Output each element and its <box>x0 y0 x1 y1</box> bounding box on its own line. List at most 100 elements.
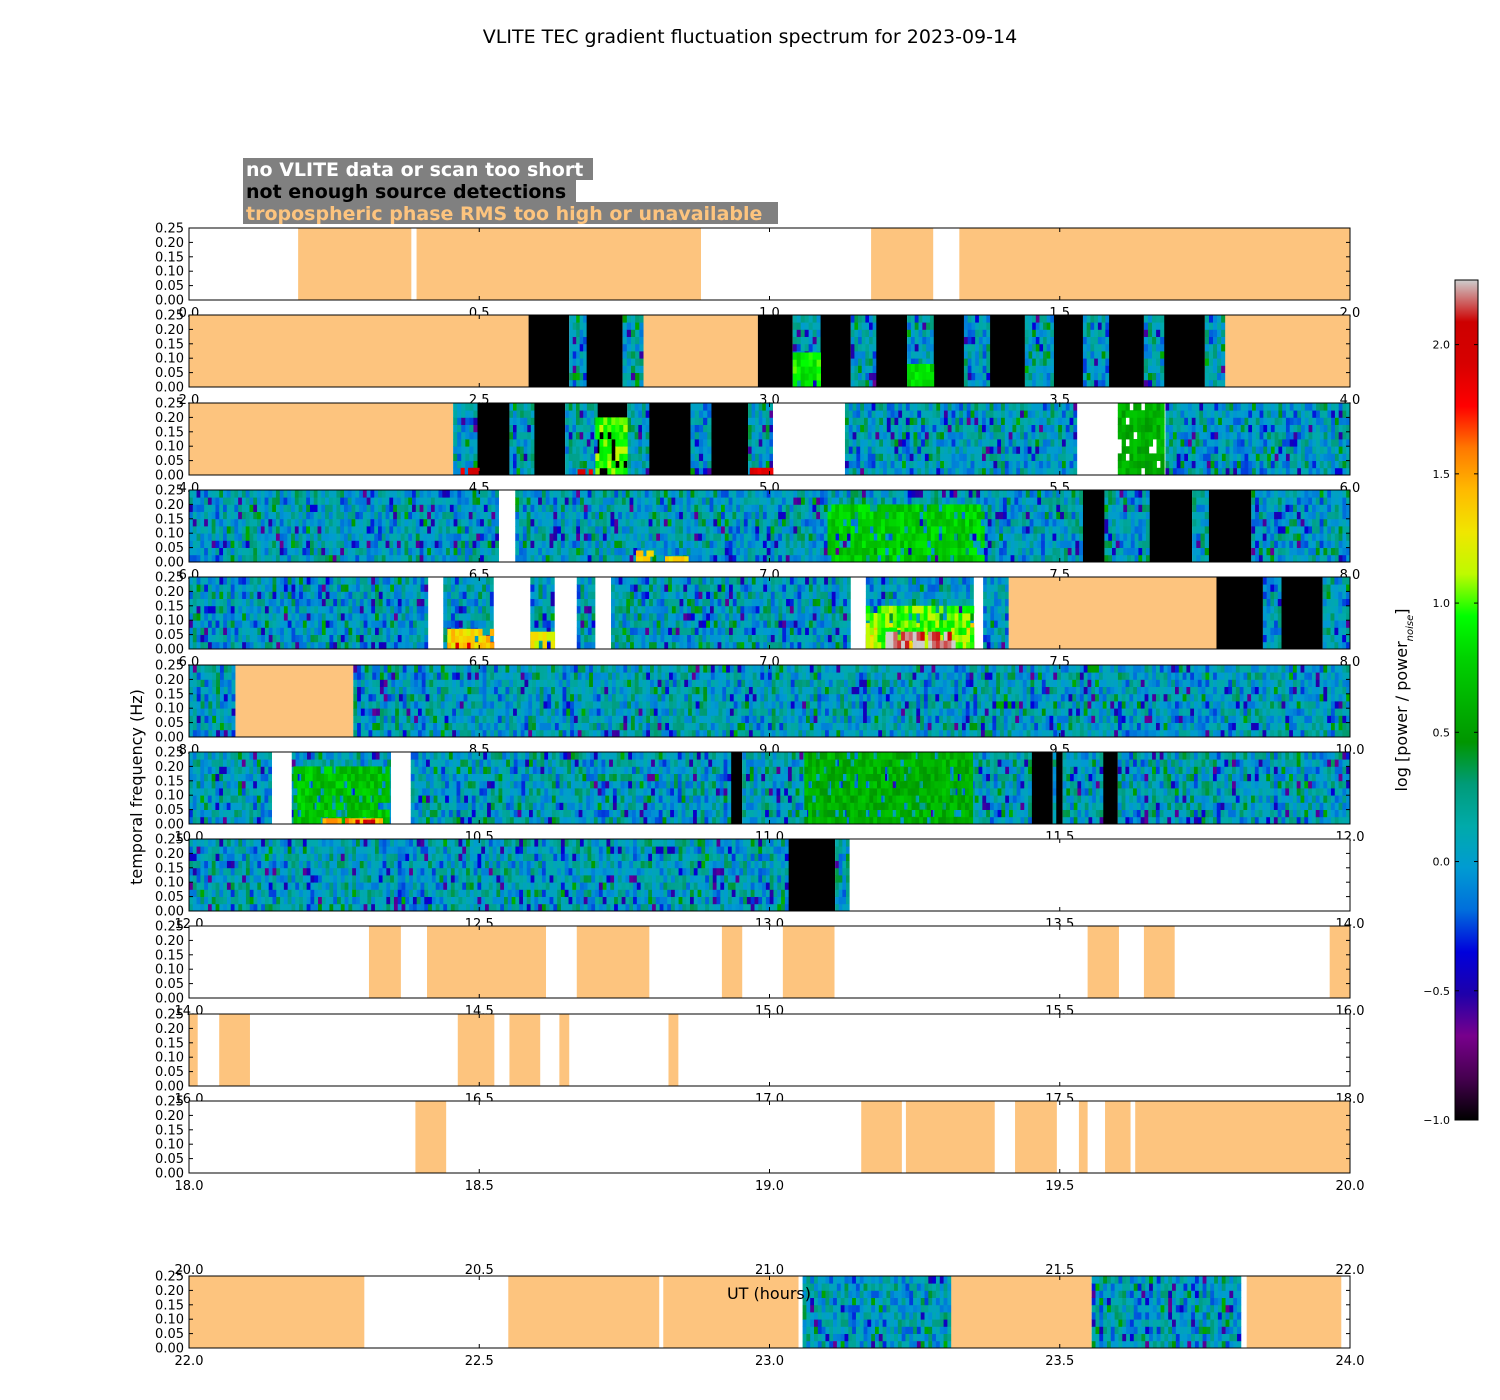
y-tick-label: 0.00 <box>155 992 184 1007</box>
y-tick-label: 0.20 <box>155 585 184 600</box>
flag-tropo-segment <box>509 1014 541 1086</box>
x-tick-label: 23.0 <box>755 1354 784 1369</box>
y-tick-label: 0.20 <box>155 673 184 688</box>
legend-entry: tropospheric phase RMS too high or unava… <box>246 203 762 225</box>
spectrum-segment <box>189 577 429 650</box>
spectrum-hotspot <box>827 504 985 563</box>
y-tick-label: 0.00 <box>155 1080 184 1095</box>
panel-4: 0.000.050.100.150.200.256.0 6.5 7.0 7.5 8.0 <box>155 484 1360 584</box>
colorbar-tick-label: 2.0 <box>1433 339 1451 352</box>
spectrum-segment <box>509 403 535 476</box>
y-tick-label: 0.10 <box>155 352 184 367</box>
spectrum-segment <box>576 577 596 650</box>
spectrum-hotspot <box>355 819 376 825</box>
x-tick-label: 21.0 <box>755 1263 784 1278</box>
y-tick-label: 0.05 <box>155 1152 184 1167</box>
flag-tropo-segment <box>1246 1276 1342 1348</box>
colorbar-label-main: log [power / power <box>1392 641 1411 792</box>
spectrum-hotspot <box>577 469 593 476</box>
y-tick-label: 0.15 <box>155 1123 184 1138</box>
spectrum-segment <box>515 490 1084 563</box>
y-tick-label: 0.15 <box>155 337 184 352</box>
panel-11: 0.000.050.100.150.200.25 18.0 18.5 19.0 19.5… <box>155 1095 1364 1195</box>
spectrum-segment <box>611 577 852 650</box>
flag-nodata-segment <box>554 577 577 649</box>
spectrum-segment <box>353 665 1351 738</box>
flag-nodet-segment <box>649 403 691 475</box>
y-tick-label: 0.20 <box>155 934 184 949</box>
spectrum-segment <box>850 315 877 388</box>
flag-nodet-segment <box>711 403 749 475</box>
y-tick-label: 0.20 <box>155 498 184 513</box>
spectrum-segment <box>189 752 273 825</box>
y-tick-label: 0.10 <box>155 1138 184 1153</box>
spectrum-segment <box>622 315 644 388</box>
flag-tropo-segment <box>1143 926 1175 998</box>
panel-background <box>189 926 1350 998</box>
y-tick-label: 0.05 <box>155 454 184 469</box>
flag-tropo-segment <box>959 228 1350 300</box>
panel-3: 0.000.050.100.150.200.254.0 4.5 5.0 5.5 6.0 <box>155 397 1360 497</box>
flag-tropo-segment <box>905 1101 995 1173</box>
flag-nodet-segment <box>757 315 793 387</box>
flag-tropo-segment <box>1078 1101 1088 1173</box>
flag-tropo-segment <box>189 403 454 475</box>
y-tick-label: 0.20 <box>155 847 184 862</box>
flag-nodet-segment <box>876 315 908 387</box>
y-tick-label: 0.00 <box>155 731 184 746</box>
flag-tropo-segment <box>416 228 701 300</box>
colorbar-tick-label: 1.0 <box>1433 597 1451 610</box>
y-tick-label: 0.00 <box>155 818 184 833</box>
y-tick-label: 0.10 <box>155 527 184 542</box>
y-tick-label: 0.25 <box>155 1270 184 1285</box>
spectrum-hotspot <box>635 550 654 563</box>
y-tick-label: 0.05 <box>155 1065 184 1080</box>
y-tick-label: 0.20 <box>155 760 184 775</box>
y-tick-label: 0.20 <box>155 411 184 426</box>
spectrum-hotspot <box>885 631 956 650</box>
spectrum-hotspot <box>447 628 495 650</box>
flag-tropo-segment <box>189 1014 198 1086</box>
spectrum-segment <box>802 1276 952 1349</box>
flag-tropo-segment <box>1008 577 1217 649</box>
y-tick-label: 0.10 <box>155 265 184 280</box>
flag-nodet-segment <box>1281 577 1323 649</box>
colorbar-gradient <box>1455 280 1478 1120</box>
x-tick-label: 22.5 <box>465 1354 494 1369</box>
colorbar-tick-label: −0.5 <box>1423 985 1450 998</box>
y-tick-label: 0.05 <box>155 279 184 294</box>
flag-tropo-segment <box>415 1101 447 1173</box>
y-tick-label: 0.05 <box>155 1327 184 1342</box>
y-tick-label: 0.00 <box>155 643 184 658</box>
spectrum-segment <box>189 839 790 912</box>
y-tick-label: 0.00 <box>155 905 184 920</box>
spectrum-segment <box>1117 752 1351 825</box>
flag-tropo-segment <box>1105 1101 1131 1173</box>
flag-nodata-segment <box>973 577 984 649</box>
spectrum-segment <box>189 665 236 738</box>
spectrum-segment <box>690 403 712 476</box>
spectrum-hotspot <box>1117 403 1165 476</box>
spectrum-hotspot <box>749 467 774 476</box>
flag-nodata-segment <box>849 839 1350 911</box>
colorbar-tick-label: 0.5 <box>1433 726 1451 739</box>
spectrum-hotspot <box>460 467 480 476</box>
y-tick-label: 0.25 <box>155 484 184 499</box>
spectrum-segment <box>453 403 478 476</box>
y-tick-label: 0.10 <box>155 789 184 804</box>
spectrum-segment <box>983 577 1010 650</box>
flag-tropo-segment <box>1015 1101 1057 1173</box>
y-tick-label: 0.10 <box>155 963 184 978</box>
y-tick-label: 0.00 <box>155 1167 184 1182</box>
spectrum-segment <box>1024 315 1055 388</box>
spectrum-hotspot <box>804 752 974 825</box>
spectrum-hotspot <box>530 631 556 650</box>
flag-nodata-segment <box>772 403 845 475</box>
flag-tropo-segment <box>951 1276 1092 1348</box>
spectrum-hotspot <box>293 766 390 825</box>
flag-nodet-segment <box>1216 577 1263 649</box>
x-tick-label: 22.0 <box>175 1354 204 1369</box>
